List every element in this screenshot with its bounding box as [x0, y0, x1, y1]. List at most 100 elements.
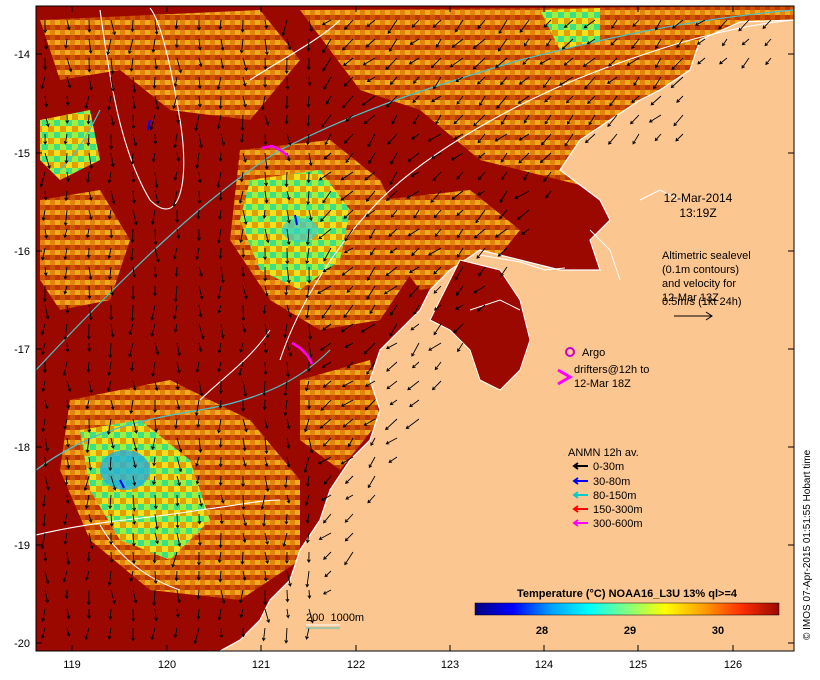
- velocity-arrow: [477, 133, 486, 144]
- velocity-arrow: [500, 76, 508, 86]
- velocity-arrow: [449, 57, 464, 68]
- velocity-arrow: [388, 456, 398, 463]
- velocity-arrow: [40, 532, 46, 550]
- velocity-arrow: [176, 456, 183, 473]
- arrow-icon: [572, 519, 588, 527]
- velocity-arrow: [44, 437, 49, 452]
- velocity-arrow: [345, 494, 354, 500]
- velocity-arrow: [131, 608, 136, 622]
- velocity-arrow: [43, 57, 48, 71]
- velocity-arrow: [453, 133, 464, 140]
- velocity-arrow: [64, 152, 69, 164]
- velocity-arrow: [366, 285, 376, 300]
- velocity-arrow: [153, 133, 158, 145]
- velocity-arrow: [456, 228, 464, 239]
- velocity-arrow: [305, 228, 310, 246]
- velocity-arrow: [87, 342, 92, 352]
- velocity-arrow: [318, 532, 332, 540]
- velocity-arrow: [307, 399, 311, 410]
- velocity-arrow: [457, 247, 464, 258]
- velocity-arrow: [108, 342, 113, 359]
- velocity-arrow: [129, 570, 134, 582]
- velocity-arrow: [86, 361, 91, 373]
- velocity-arrow: [86, 323, 91, 340]
- velocity-arrow: [410, 323, 420, 331]
- velocity-arrow: [176, 114, 181, 124]
- velocity-arrow: [132, 456, 137, 469]
- velocity-arrow: [539, 152, 552, 164]
- velocity-arrow: [343, 247, 354, 254]
- velocity-arrow: [476, 76, 486, 85]
- velocity-arrow: [151, 437, 156, 450]
- velocity-arrow: [132, 437, 138, 452]
- velocity-arrow: [433, 304, 442, 311]
- velocity-arrow: [196, 551, 201, 566]
- velocity-arrow: [44, 570, 50, 585]
- velocity-arrow: [305, 513, 310, 524]
- velocity-arrow: [472, 57, 486, 70]
- velocity-arrow: [477, 152, 486, 159]
- velocity-arrow: [196, 418, 201, 428]
- velocity-arrow: [286, 304, 292, 318]
- velocity-arrow: [430, 190, 442, 203]
- velocity-arrow: [197, 19, 201, 31]
- velocity-arrow: [198, 437, 203, 453]
- velocity-arrow: [197, 190, 202, 204]
- velocity-arrow: [110, 399, 115, 411]
- velocity-arrow: [764, 38, 772, 47]
- velocity-arrow: [242, 380, 248, 398]
- velocity-arrow: [345, 475, 354, 484]
- velocity-arrow: [385, 437, 398, 445]
- velocity-arrow: [307, 361, 311, 372]
- velocity-arrow: [518, 133, 530, 141]
- velocity-arrow: [262, 304, 267, 315]
- velocity-arrow: [88, 190, 93, 201]
- velocity-arrow: [218, 152, 223, 162]
- velocity-arrow: [174, 266, 179, 277]
- velocity-arrow: [367, 475, 376, 489]
- velocity-arrow: [500, 152, 508, 163]
- velocity-arrow: [239, 171, 244, 183]
- velocity-arrow: [262, 209, 267, 219]
- velocity-arrow: [238, 589, 244, 604]
- velocity-arrow: [176, 57, 183, 74]
- velocity-arrow: [650, 95, 662, 106]
- velocity-arrow: [241, 247, 246, 259]
- velocity-arrow: [198, 304, 203, 318]
- velocity-arrow: [107, 570, 112, 587]
- velocity-arrow: [412, 95, 420, 103]
- velocity-arrow: [263, 570, 268, 582]
- velocity-arrow: [220, 589, 226, 605]
- velocity-arrow: [305, 627, 310, 640]
- velocity-arrow: [586, 38, 596, 45]
- velocity-arrow: [286, 209, 291, 224]
- velocity-arrow: [106, 418, 112, 436]
- velocity-arrow: [149, 114, 156, 131]
- velocity-arrow: [455, 304, 464, 310]
- velocity-arrow: [62, 570, 68, 583]
- velocity-arrow: [108, 266, 112, 281]
- velocity-arrow: [218, 247, 223, 259]
- velocity-arrow: [566, 95, 574, 104]
- velocity-arrow: [109, 133, 114, 150]
- velocity-arrow: [85, 437, 90, 454]
- velocity-arrow: [366, 19, 376, 28]
- velocity-arrow: [66, 171, 71, 183]
- velocity-arrow: [264, 19, 269, 30]
- velocity-arrow: [131, 285, 136, 301]
- lat-label: -19: [14, 540, 30, 552]
- velocity-arrow: [240, 133, 244, 144]
- velocity-arrow: [518, 76, 530, 85]
- latitude-axis: -14 -15 -16 -17 -18 -19 -20: [14, 49, 30, 650]
- velocity-arrow: [110, 323, 115, 338]
- velocity-arrow: [41, 247, 46, 261]
- velocity-arrow: [478, 266, 486, 277]
- velocity-arrow: [346, 285, 354, 293]
- velocity-arrow: [196, 608, 201, 620]
- velocity-arrow: [433, 209, 442, 219]
- velocity-arrow: [544, 114, 552, 125]
- lon-label: 124: [535, 659, 553, 671]
- velocity-arrow: [263, 247, 267, 261]
- velocity-arrow: [43, 266, 48, 277]
- velocity-arrow: [322, 266, 332, 273]
